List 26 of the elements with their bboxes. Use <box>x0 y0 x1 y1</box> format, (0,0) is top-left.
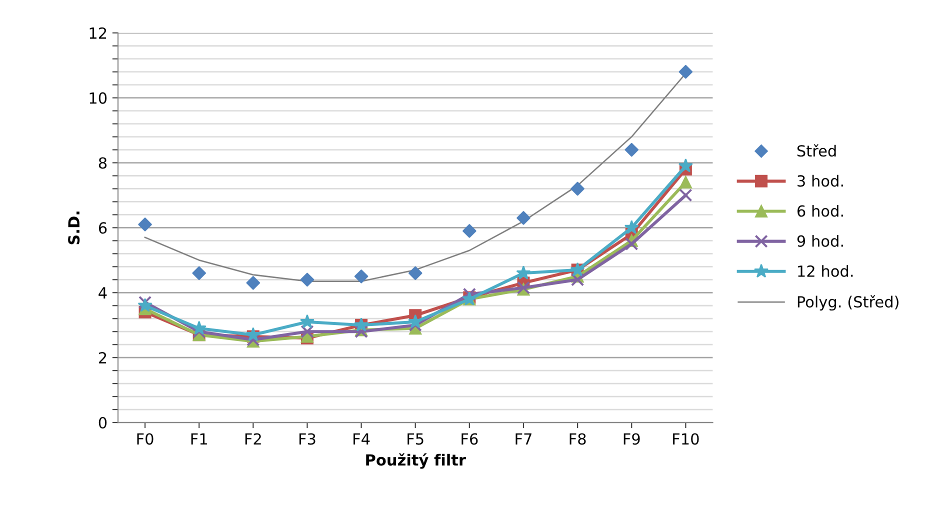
legend-label: Polyg. (Střed) <box>798 295 898 311</box>
y-tick-label: 12 <box>90 27 106 39</box>
y-tick-label: 0 <box>98 416 107 429</box>
legend-label: 9 hod. <box>797 235 843 247</box>
y-tick-label: 10 <box>90 92 107 104</box>
x-tick-label: F8 <box>570 433 586 445</box>
x-tick-label: F1 <box>191 433 207 445</box>
legend-label: 6 hod. <box>797 204 843 217</box>
x-axis-title: Použitý filtr <box>366 453 466 469</box>
y-tick-label: 6 <box>98 222 107 234</box>
x-tick-label: F3 <box>299 433 316 445</box>
x-tick-label: F9 <box>624 433 640 445</box>
y-tick-label: 2 <box>98 352 106 364</box>
x-tick-label: F7 <box>516 433 532 445</box>
legend-label: Střed <box>797 144 836 157</box>
legend-label: 12 hod. <box>798 265 853 277</box>
x-tick-label: F2 <box>245 433 261 445</box>
x-tick-label: F6 <box>462 433 478 445</box>
y-tick-label: 8 <box>98 157 107 169</box>
x-tick-label: F4 <box>354 433 370 445</box>
x-tick-label: F5 <box>408 433 424 445</box>
y-tick-label: 4 <box>98 287 107 298</box>
x-tick-label: F0 <box>137 433 154 445</box>
legend-label: 3 hod. <box>798 174 843 187</box>
x-tick-label: F10 <box>673 433 699 445</box>
y-axis-title: S.D. <box>68 212 80 244</box>
